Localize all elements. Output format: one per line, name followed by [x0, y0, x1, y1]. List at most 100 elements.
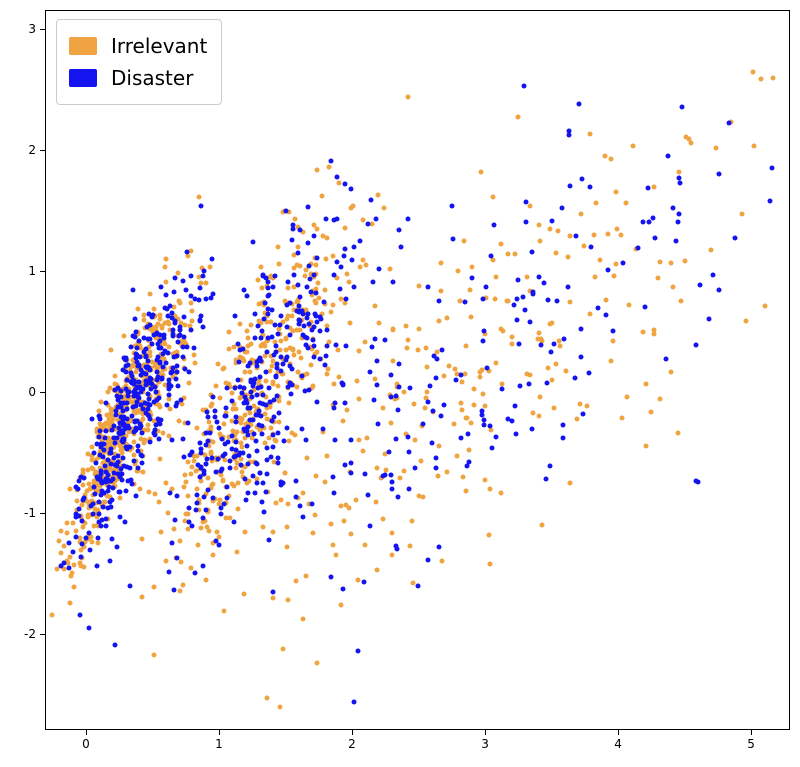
- point-irrelevant: [184, 511, 189, 516]
- point-disaster: [214, 420, 219, 425]
- point-irrelevant: [246, 344, 251, 349]
- point-disaster: [230, 398, 235, 403]
- point-irrelevant: [301, 617, 306, 622]
- point-irrelevant: [286, 502, 291, 507]
- point-disaster: [167, 569, 172, 574]
- point-disaster: [397, 385, 402, 390]
- point-irrelevant: [160, 430, 165, 435]
- point-disaster: [116, 454, 121, 459]
- point-disaster: [561, 337, 566, 342]
- point-disaster: [283, 208, 288, 213]
- point-disaster: [707, 316, 712, 321]
- point-disaster: [506, 417, 511, 422]
- point-disaster: [260, 499, 265, 504]
- point-irrelevant: [376, 193, 381, 198]
- point-irrelevant: [230, 481, 235, 486]
- point-disaster: [109, 537, 114, 542]
- point-disaster: [147, 378, 152, 383]
- point-disaster: [511, 302, 516, 307]
- point-disaster: [566, 128, 571, 133]
- point-irrelevant: [189, 465, 194, 470]
- point-irrelevant: [316, 295, 321, 300]
- point-disaster: [120, 478, 125, 483]
- point-irrelevant: [598, 258, 603, 263]
- point-disaster: [675, 220, 680, 225]
- point-disaster: [242, 428, 247, 433]
- point-disaster: [146, 311, 151, 316]
- point-disaster: [315, 256, 320, 261]
- point-disaster: [99, 445, 104, 450]
- point-disaster: [228, 465, 233, 470]
- point-disaster: [527, 320, 532, 325]
- point-irrelevant: [203, 577, 208, 582]
- x-tick-label: 0: [82, 737, 90, 751]
- point-disaster: [428, 384, 433, 389]
- point-disaster: [334, 216, 339, 221]
- point-disaster: [89, 416, 94, 421]
- point-irrelevant: [214, 384, 219, 389]
- point-disaster: [99, 469, 104, 474]
- point-disaster: [172, 354, 177, 359]
- point-disaster: [314, 320, 319, 325]
- point-disaster: [499, 386, 504, 391]
- point-disaster: [242, 287, 247, 292]
- point-disaster: [551, 341, 556, 346]
- point-irrelevant: [246, 335, 251, 340]
- point-irrelevant: [740, 211, 745, 216]
- point-disaster: [248, 390, 253, 395]
- point-disaster: [218, 505, 223, 510]
- point-disaster: [307, 321, 312, 326]
- point-irrelevant: [348, 321, 353, 326]
- point-disaster: [225, 385, 230, 390]
- point-disaster: [119, 400, 124, 405]
- point-disaster: [333, 438, 338, 443]
- point-disaster: [187, 369, 192, 374]
- point-irrelevant: [188, 300, 193, 305]
- point-irrelevant: [610, 339, 615, 344]
- point-disaster: [332, 405, 337, 410]
- point-disaster: [520, 295, 525, 300]
- x-tick-label: 5: [747, 737, 755, 751]
- point-irrelevant: [167, 321, 172, 326]
- point-irrelevant: [657, 396, 662, 401]
- point-disaster: [305, 241, 310, 246]
- point-disaster: [175, 369, 180, 374]
- point-disaster: [115, 544, 120, 549]
- point-disaster: [234, 419, 239, 424]
- point-disaster: [342, 181, 347, 186]
- point-disaster: [641, 219, 646, 224]
- point-disaster: [322, 300, 327, 305]
- point-disaster: [298, 503, 303, 508]
- point-disaster: [126, 389, 131, 394]
- point-disaster: [278, 322, 283, 327]
- point-irrelevant: [771, 76, 776, 81]
- point-disaster: [119, 388, 124, 393]
- point-disaster: [298, 309, 303, 314]
- point-disaster: [87, 530, 92, 535]
- point-irrelevant: [236, 506, 241, 511]
- point-disaster: [79, 542, 84, 547]
- point-irrelevant: [186, 494, 191, 499]
- point-disaster: [181, 354, 186, 359]
- point-irrelevant: [189, 566, 194, 571]
- point-disaster: [529, 427, 534, 432]
- point-irrelevant: [422, 406, 427, 411]
- point-irrelevant: [91, 467, 96, 472]
- point-disaster: [240, 390, 245, 395]
- point-irrelevant: [292, 353, 297, 358]
- point-disaster: [118, 414, 123, 419]
- point-irrelevant: [361, 258, 366, 263]
- point-disaster: [349, 187, 354, 192]
- point-disaster: [131, 459, 136, 464]
- point-irrelevant: [381, 516, 386, 521]
- point-irrelevant: [286, 438, 291, 443]
- point-disaster: [547, 463, 552, 468]
- point-disaster: [362, 579, 367, 584]
- point-disaster: [115, 393, 120, 398]
- point-disaster: [396, 362, 401, 367]
- point-disaster: [298, 227, 303, 232]
- point-irrelevant: [67, 600, 72, 605]
- point-irrelevant: [338, 602, 343, 607]
- point-disaster: [263, 370, 268, 375]
- point-disaster: [348, 437, 353, 442]
